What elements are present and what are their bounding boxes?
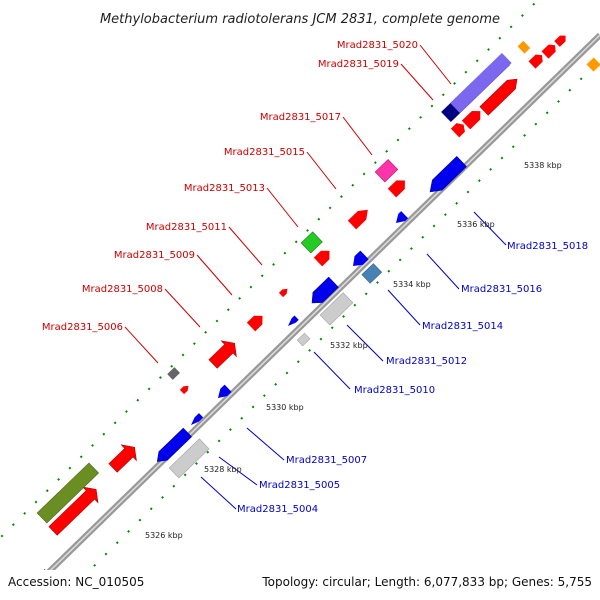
gene-arrow[interactable] (215, 384, 232, 402)
gene-arrow[interactable] (387, 176, 409, 198)
gene-arrow[interactable] (425, 156, 467, 197)
scale-tick-5334: 5334 kbp (393, 280, 431, 289)
gene-box[interactable] (168, 438, 210, 479)
gene-label-5004[interactable]: Mrad2831_5004 (237, 504, 318, 515)
leader-line (426, 253, 460, 290)
gene-box[interactable] (319, 292, 354, 326)
gene-arrow[interactable] (554, 33, 568, 47)
leader-line (419, 44, 452, 85)
leader-line (164, 288, 201, 328)
inner-dotted-track (59, 59, 600, 600)
leader-line (387, 289, 421, 326)
scale-tick-5330: 5330 kbp (266, 403, 304, 412)
accession-text: Accession: NC_010505 (8, 575, 144, 589)
gene-arrow[interactable] (205, 335, 242, 372)
gene-label-5009[interactable]: Mrad2831_5009 (114, 250, 195, 261)
gene-arrow[interactable] (179, 384, 191, 395)
gene-box[interactable] (450, 52, 512, 114)
leader-line (400, 63, 434, 101)
footer-band (0, 570, 600, 600)
gene-arrow[interactable] (189, 413, 204, 427)
leader-line (342, 116, 373, 156)
gene-arrow[interactable] (286, 315, 299, 329)
gene-label-5005[interactable]: Mrad2831_5005 (259, 480, 340, 491)
gene-label-5015[interactable]: Mrad2831_5015 (224, 147, 305, 158)
leader-line (218, 456, 258, 486)
outer-dotted-track (0, 0, 540, 540)
leader-line (346, 324, 384, 362)
forward-genes (36, 33, 568, 539)
gene-label-5013[interactable]: Mrad2831_5013 (184, 183, 265, 194)
leader-line (124, 326, 159, 364)
gene-arrow[interactable] (541, 42, 559, 59)
gene-label-5012[interactable]: Mrad2831_5012 (386, 356, 467, 367)
scale-tick-5338: 5338 kbp (524, 161, 562, 170)
gene-arrow[interactable] (45, 481, 103, 539)
gene-arrow[interactable] (347, 205, 372, 230)
leader-line (246, 427, 285, 461)
leader-line (313, 351, 351, 390)
gene-box[interactable] (361, 263, 383, 284)
gene-label-5019[interactable]: Mrad2831_5019 (318, 59, 399, 70)
map-title: Methylobacterium radiotolerans JCM 2831,… (100, 12, 500, 27)
gene-box[interactable] (296, 332, 311, 347)
gene-arrow[interactable] (393, 211, 409, 227)
scale-tick-5328: 5328 kbp (204, 465, 242, 474)
gene-arrow[interactable] (479, 75, 521, 116)
gene-label-5008[interactable]: Mrad2831_5008 (82, 284, 163, 295)
gene-label-5014[interactable]: Mrad2831_5014 (422, 321, 503, 332)
gene-label-5010[interactable]: Mrad2831_5010 (354, 385, 435, 396)
gene-label-5016[interactable]: Mrad2831_5016 (461, 284, 542, 295)
leader-line (196, 254, 233, 296)
scale-tick-5326: 5326 kbp (145, 531, 183, 540)
gene-label-5018[interactable]: Mrad2831_5018 (507, 241, 588, 252)
gene-box[interactable] (36, 462, 100, 524)
gene-label-5020[interactable]: Mrad2831_5020 (337, 40, 418, 51)
topology-summary-text: Topology: circular; Length: 6,077,833 bp… (261, 575, 592, 589)
gene-label-5011[interactable]: Mrad2831_5011 (146, 222, 227, 233)
gene-arrow[interactable] (246, 312, 267, 332)
genome-backbone-highlight (19, 34, 600, 600)
gene-label-5006[interactable]: Mrad2831_5006 (42, 322, 123, 333)
leader-line (473, 211, 507, 246)
scale-tick-5336: 5336 kbp (457, 220, 495, 229)
gene-arrow[interactable] (105, 439, 142, 476)
gene-arrow[interactable] (153, 427, 192, 466)
gene-arrow[interactable] (313, 247, 334, 267)
gene-label-5017[interactable]: Mrad2831_5017 (260, 112, 341, 123)
leader-line (306, 151, 337, 190)
gene-label-5007[interactable]: Mrad2831_5007 (286, 455, 367, 466)
gene-box[interactable] (167, 367, 180, 380)
leader-line (228, 226, 263, 266)
gene-arrow[interactable] (528, 52, 546, 69)
gene-box[interactable] (300, 231, 323, 254)
scale-tick-5332: 5332 kbp (330, 341, 368, 350)
leader-lines (124, 44, 507, 510)
gene-arrow[interactable] (349, 250, 369, 271)
leader-line (266, 187, 299, 228)
leader-line (200, 476, 237, 510)
gene-box[interactable] (517, 40, 531, 54)
gene-arrow[interactable] (461, 107, 485, 130)
gene-box[interactable] (586, 57, 600, 72)
gene-arrow[interactable] (307, 276, 339, 308)
gene-arrow[interactable] (278, 287, 290, 298)
gene-arrow[interactable] (450, 120, 468, 138)
gene-box[interactable] (374, 159, 399, 183)
